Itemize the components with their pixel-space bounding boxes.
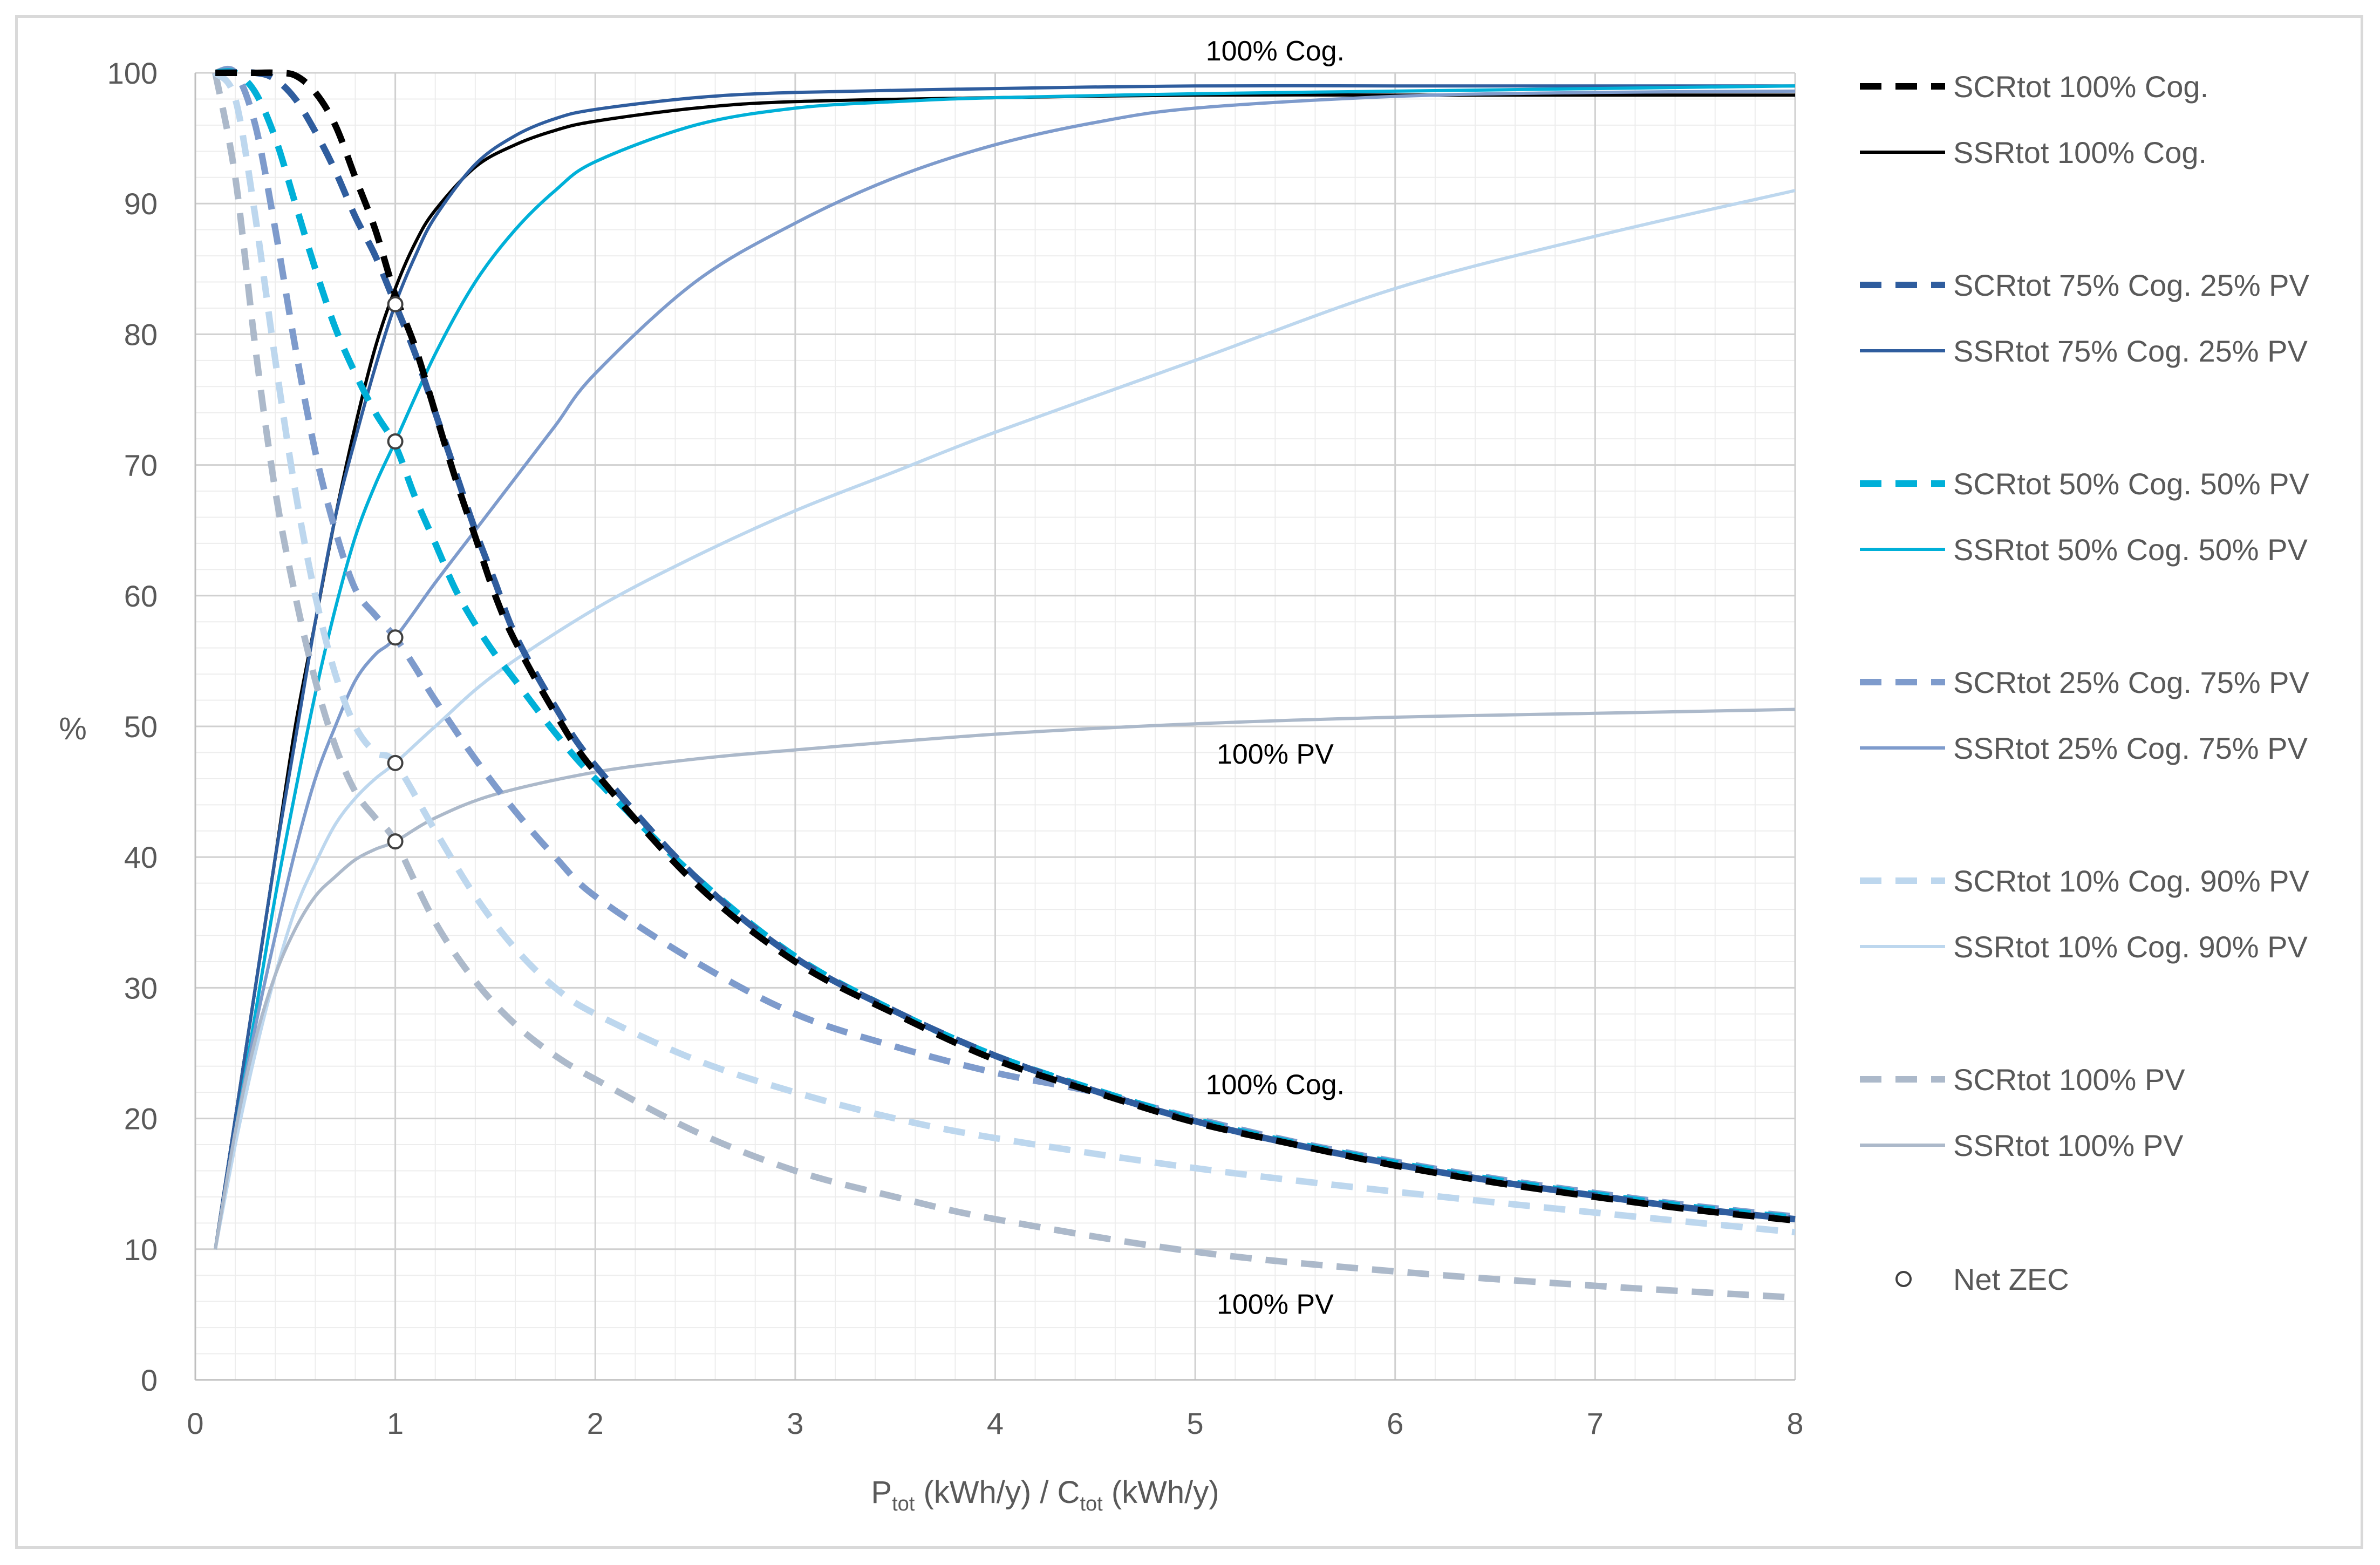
net-zec-marker (387, 296, 404, 312)
x-tick-label: 1 (387, 1406, 404, 1440)
legend-label: SSRtot 25% Cog. 75% PV (1953, 731, 2308, 765)
y-tick-label: 0 (141, 1363, 158, 1397)
series-line-ssrtot-10pct-cog-90pct-pv (214, 189, 1796, 1250)
x-axis-title: Ptot (kWh/y) / Ctot (kWh/y) (871, 1475, 1219, 1515)
net-zec-marker (387, 754, 404, 771)
y-tick-label: 70 (124, 448, 158, 482)
series-line-scrtot-100pct-cog (215, 69, 1796, 1224)
y-tick-label: 10 (124, 1233, 158, 1267)
curve-annotation: 100% PV (1217, 739, 1334, 770)
legend-label: SSRtot 10% Cog. 90% PV (1953, 930, 2308, 964)
y-tick-label: 90 (124, 187, 158, 221)
series-line-ssrtot-50pct-cog-50pct-pv (214, 84, 1796, 1250)
curve-annotation: 100% PV (1217, 1289, 1334, 1321)
net-zec-marker (387, 833, 404, 850)
axes (194, 73, 1795, 1381)
x-tick-label: 6 (1387, 1406, 1403, 1440)
net-zec-marker (387, 433, 404, 450)
x-tick-label: 4 (987, 1406, 1004, 1440)
series-line-scrtot-50pct-cog-50pct-pv (215, 68, 1796, 1221)
series-lines (212, 65, 1796, 1301)
legend-label: SCRtot 10% Cog. 90% PV (1953, 864, 2310, 898)
net-zec-marker (387, 629, 404, 646)
legend-label: SCRtot 100% PV (1953, 1063, 2185, 1097)
series-line-scrtot-25pct-cog-75pct-pv (214, 65, 1796, 1220)
x-tick-label: 8 (1786, 1406, 1803, 1440)
series-line-scrtot-100pct-pv (212, 72, 1796, 1301)
y-axis-title: % (59, 711, 87, 746)
x-tick-label: 7 (1587, 1406, 1604, 1440)
net-zec-markers (387, 296, 404, 850)
x-tick-label: 2 (587, 1406, 604, 1440)
legend-label: SCRtot 100% Cog. (1953, 70, 2208, 104)
x-tick-label: 3 (787, 1406, 803, 1440)
legend-label: SSRtot 75% Cog. 25% PV (1953, 334, 2308, 368)
x-tick-label: 5 (1187, 1406, 1204, 1440)
y-tick-labels: 0 10 20 30 40 50 60 70 80 90 100 (107, 56, 158, 1397)
series-line-ssrtot-25pct-cog-75pct-pv (214, 89, 1796, 1250)
x-tick-labels: 0 1 2 3 4 5 6 7 8 (187, 1406, 1803, 1440)
y-tick-label: 20 (124, 1102, 158, 1136)
legend-label: SCRtot 25% Cog. 75% PV (1953, 665, 2310, 699)
legend-label: SSRtot 50% Cog. 50% PV (1953, 533, 2308, 567)
y-tick-label: 30 (124, 971, 158, 1005)
legend-label: SSRtot 100% PV (1953, 1128, 2184, 1162)
series-line-scrtot-75pct-cog-25pct-pv (215, 69, 1796, 1223)
legend: SCRtot 100% Cog. SSRtot 100% Cog. SCRtot 7… (1860, 70, 2310, 1296)
annotations: 100% Cog. 100% PV 100% Cog. 100% PV (1206, 36, 1345, 1321)
legend-label: SCRtot 50% Cog. 50% PV (1953, 467, 2310, 501)
series-line-ssrtot-75pct-cog-25pct-pv (214, 84, 1795, 1250)
curve-annotation: 100% Cog. (1206, 1070, 1345, 1101)
y-tick-label: 100 (107, 56, 158, 90)
y-tick-label: 80 (124, 317, 158, 351)
curve-annotation: 100% Cog. (1206, 36, 1345, 67)
series-line-ssrtot-100pct-pv (214, 707, 1796, 1250)
legend-label: Net ZEC (1953, 1262, 2069, 1296)
y-tick-label: 40 (124, 840, 158, 874)
y-tick-label: 60 (124, 579, 158, 613)
legend-net-zec-marker (1895, 1271, 1912, 1287)
legend-label: SCRtot 75% Cog. 25% PV (1953, 268, 2310, 302)
x-tick-label: 0 (187, 1406, 203, 1440)
legend-label: SSRtot 100% Cog. (1953, 135, 2207, 169)
y-tick-label: 50 (124, 710, 158, 744)
